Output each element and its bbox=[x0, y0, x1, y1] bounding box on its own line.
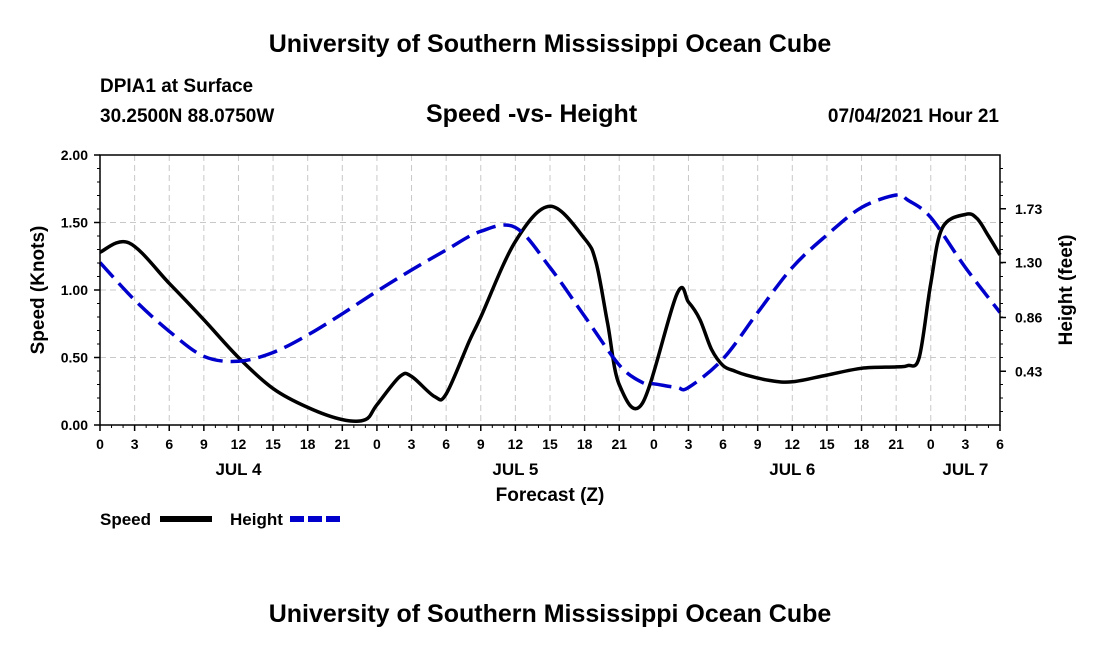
y-left-tick-label: 1.50 bbox=[61, 215, 88, 231]
forecast-timestamp: 07/04/2021 Hour 21 bbox=[827, 106, 999, 127]
y-axis-left-label: Speed (Knots) bbox=[28, 226, 49, 355]
x-tick-label: 21 bbox=[611, 436, 627, 452]
axis-ticks: 0 3 6 9 12 15 18 21 0 3 6 9 12 15 18 21 0 3 6 9 12 15 18 21 0 3 6J… bbox=[61, 147, 1043, 479]
x-tick-label: 9 bbox=[754, 436, 762, 452]
x-tick-label: 12 bbox=[231, 436, 247, 452]
x-tick-label: 0 bbox=[927, 436, 935, 452]
legend-height-label: Height bbox=[230, 510, 283, 529]
day-label: JUL 5 bbox=[492, 460, 538, 479]
x-axis-label: Forecast (Z) bbox=[496, 485, 605, 506]
x-tick-label: 9 bbox=[200, 436, 208, 452]
day-label: JUL 4 bbox=[215, 460, 262, 479]
speed-series-line bbox=[99, 204, 1002, 424]
height-series-line bbox=[98, 192, 1002, 392]
x-tick-label: 3 bbox=[131, 436, 139, 452]
x-tick-label: 21 bbox=[335, 436, 351, 452]
x-tick-label: 18 bbox=[854, 436, 870, 452]
grid-lines bbox=[99, 154, 1001, 426]
bottom-org-title: University of Southern Mississippi Ocean… bbox=[268, 600, 832, 628]
x-tick-label: 9 bbox=[477, 436, 485, 452]
x-tick-label: 3 bbox=[685, 436, 693, 452]
chart-title: Speed -vs- Height bbox=[426, 100, 638, 128]
x-tick-label: 21 bbox=[888, 436, 904, 452]
x-tick-label: 6 bbox=[165, 436, 173, 452]
x-tick-label: 18 bbox=[577, 436, 593, 452]
x-tick-label: 6 bbox=[719, 436, 727, 452]
y-left-tick-label: 0.50 bbox=[61, 350, 88, 366]
station-label: DPIA1 at Surface bbox=[100, 76, 254, 97]
x-tick-label: 0 bbox=[373, 436, 381, 452]
y-left-tick-label: 0.00 bbox=[61, 417, 88, 433]
series-group bbox=[98, 192, 1002, 424]
y-left-tick-label: 2.00 bbox=[61, 147, 88, 163]
x-tick-label: 12 bbox=[508, 436, 524, 452]
top-org-title: University of Southern Mississippi Ocean… bbox=[268, 30, 832, 58]
x-tick-label: 15 bbox=[819, 436, 835, 452]
x-tick-label: 0 bbox=[96, 436, 104, 452]
x-tick-label: 3 bbox=[408, 436, 416, 452]
legend: Speed Height bbox=[100, 510, 342, 529]
x-tick-label: 3 bbox=[961, 436, 969, 452]
y-left-tick-label: 1.00 bbox=[61, 282, 88, 298]
x-tick-label: 15 bbox=[265, 436, 281, 452]
legend-speed-label: Speed bbox=[100, 510, 151, 529]
x-tick-label: 6 bbox=[442, 436, 450, 452]
day-label: JUL 6 bbox=[769, 460, 815, 479]
x-tick-label: 6 bbox=[996, 436, 1004, 452]
x-tick-label: 12 bbox=[785, 436, 801, 452]
x-tick-label: 15 bbox=[542, 436, 558, 452]
y-right-tick-label: 0.86 bbox=[1015, 310, 1042, 326]
x-tick-label: 0 bbox=[650, 436, 658, 452]
y-right-tick-label: 0.43 bbox=[1015, 363, 1042, 379]
y-right-tick-label: 1.73 bbox=[1015, 201, 1042, 217]
station-coordinates: 30.2500N 88.0750W bbox=[100, 106, 275, 127]
day-label: JUL 7 bbox=[942, 460, 988, 479]
x-tick-label: 18 bbox=[300, 436, 316, 452]
y-right-tick-label: 1.30 bbox=[1015, 255, 1042, 271]
y-axis-right-label: Height (feet) bbox=[1056, 235, 1077, 346]
